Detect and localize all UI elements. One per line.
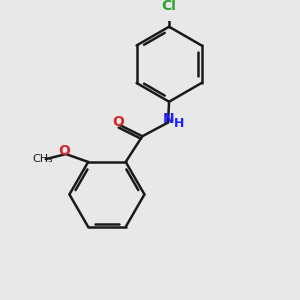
Text: O: O (112, 115, 124, 129)
Text: CH₃: CH₃ (32, 154, 53, 164)
Text: H: H (173, 117, 184, 130)
Text: O: O (58, 144, 70, 158)
Text: Cl: Cl (162, 0, 176, 13)
Text: N: N (163, 112, 175, 126)
